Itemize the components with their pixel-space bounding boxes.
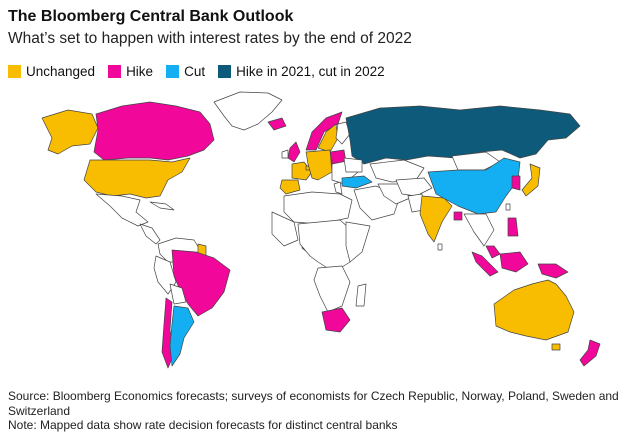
country-east-africa [345, 221, 371, 263]
country-alaska [41, 109, 99, 155]
country-australia [493, 279, 575, 341]
country-ireland [281, 149, 289, 159]
country-mexico [95, 193, 149, 227]
country-finland [335, 121, 351, 145]
country-japan [521, 163, 541, 197]
legend-label-hike-then-cut: Hike in 2021, cut in 2022 [236, 64, 385, 79]
legend-item-hike: Hike [108, 64, 153, 79]
legend-label-unchanged: Unchanged [26, 64, 96, 79]
country-turkey [341, 175, 373, 189]
country-norway [305, 111, 343, 151]
country-papua [537, 263, 569, 279]
legend-item-cut: Cut [166, 64, 205, 79]
chart-notes: Source: Bloomberg Economics forecasts; s… [8, 389, 620, 433]
country-indonesia-east [499, 251, 529, 273]
chart-title: The Bloomberg Central Bank Outlook [8, 8, 294, 25]
country-greenland [213, 91, 283, 131]
country-new-zealand [579, 339, 601, 367]
country-usa [83, 157, 191, 199]
country-cuba [149, 201, 175, 211]
country-ukraine [343, 157, 363, 173]
legend-swatch-unchanged [8, 65, 21, 78]
country-southeast-asia [463, 213, 495, 247]
country-uk [287, 141, 301, 163]
country-russia [345, 105, 581, 165]
country-north-africa [283, 191, 353, 225]
legend-label-cut: Cut [184, 64, 206, 79]
country-bolivia [169, 283, 187, 305]
legend-swatch-hike-then-cut [218, 65, 232, 78]
legend-label-hike: Hike [126, 64, 154, 79]
country-central-asia [395, 177, 433, 197]
country-sri-lanka [437, 243, 443, 251]
country-malaysia [485, 245, 501, 259]
country-central-america [139, 223, 161, 245]
legend-item-hike-then-cut: Hike in 2021, cut in 2022 [218, 64, 385, 79]
country-korea [511, 175, 521, 191]
map-legend: Unchanged Hike Cut Hike in 2021, cut in … [8, 64, 398, 79]
country-canada [93, 101, 215, 161]
country-tasmania [551, 343, 561, 351]
country-spain [279, 179, 301, 195]
country-southern-africa [313, 265, 351, 313]
legend-swatch-hike [108, 65, 122, 78]
country-euro-central [305, 149, 333, 181]
country-greece [333, 181, 343, 195]
country-bangladesh [453, 211, 463, 221]
source-text: Source: Bloomberg Economics forecasts; s… [8, 389, 619, 418]
world-map [41, 91, 601, 369]
country-taiwan [505, 203, 511, 211]
country-west-africa [271, 211, 299, 247]
country-iceland [267, 117, 287, 131]
legend-swatch-cut [166, 65, 180, 78]
country-brazil [171, 249, 231, 317]
country-argentina [169, 305, 195, 367]
country-india [419, 195, 453, 243]
note-text: Note: Mapped data show rate decision for… [8, 418, 398, 432]
country-madagascar [355, 283, 367, 307]
legend-item-unchanged: Unchanged [8, 64, 95, 79]
country-indonesia-west [471, 251, 499, 277]
country-philippines [507, 217, 519, 237]
country-south-africa [321, 307, 351, 333]
chart-subtitle: What’s set to happen with interest rates… [8, 30, 412, 47]
